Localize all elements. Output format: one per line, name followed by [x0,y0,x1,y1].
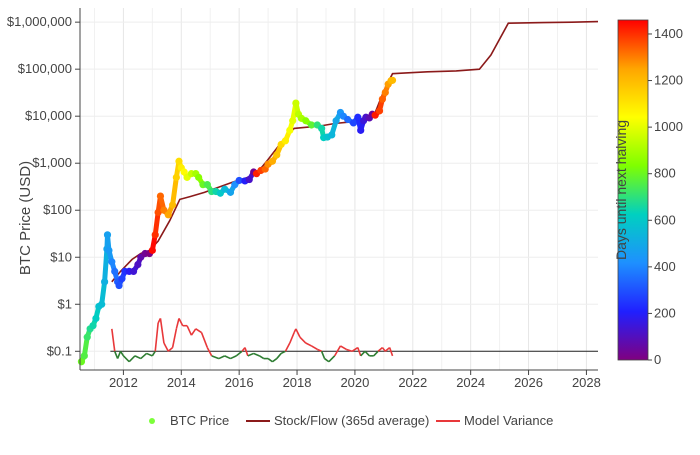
model-variance-segment [196,329,202,333]
model-variance-segment [129,356,135,362]
legend-swatch-dot [149,418,155,424]
y-tick-label: $100,000 [18,61,72,76]
colorbar-tick-label: 1200 [654,73,683,88]
colorbar-tick-label: 400 [654,259,676,274]
model-variance-segment [135,356,141,359]
x-tick-label: 2018 [283,375,312,390]
model-variance-segment [202,333,208,348]
x-tick-label: 2024 [456,375,485,390]
colorbar-tick-label: 200 [654,305,676,320]
model-variance-segment [322,351,325,358]
model-variance-segment [191,329,195,335]
model-variance-line [112,318,393,361]
legend[interactable]: BTC Price Stock/Flow (365d average) Model … [149,413,553,428]
model-variance-segment [277,353,281,358]
colorbar: 0 200 400 600 800 1000 1200 1400 Days until next… [613,20,683,367]
y-tick-label: $0.1 [47,343,72,358]
model-variance-segment [296,329,300,337]
y-tick-label: $10 [50,249,72,264]
model-variance-segment [254,353,260,355]
model-variance-segment [312,346,318,349]
x-tick-label: 2020 [340,375,369,390]
model-variance-segment [365,351,369,356]
x-tick-label: 2014 [167,375,196,390]
y-axis-label: BTC Price (USD) [17,161,34,275]
model-variance-segment [160,318,163,343]
model-variance-segment [115,351,118,358]
model-variance-segment [290,333,294,343]
y-tick-label: $100 [43,202,72,217]
x-tick-label: 2012 [109,375,138,390]
model-variance-segment [187,326,191,335]
legend-item[interactable]: Stock/Flow (365d average) [246,413,429,428]
model-variance-segment [219,356,225,359]
y-tick-label: $1 [58,296,72,311]
model-variance-segment [268,359,272,362]
model-variance-segment [329,356,335,362]
model-variance-segment [248,353,254,355]
x-tick-label: 2028 [572,375,601,390]
model-variance-segment [141,353,147,358]
model-variance-segment [325,359,329,362]
legend-label: BTC Price [170,413,229,428]
y-tick-label: $1,000 [32,155,72,170]
colorbar-tick-label: 800 [654,166,676,181]
model-variance-segment [112,329,115,351]
grid-lines [80,8,598,370]
model-variance-segment [374,351,378,356]
model-variance-segment [155,323,158,351]
x-tick-label: 2022 [398,375,427,390]
legend-label: Stock/Flow (365d average) [274,413,429,428]
model-variance-segment [168,348,172,352]
model-variance-segment [378,348,382,352]
plot-area [78,22,598,366]
model-variance-segment [176,318,179,328]
model-variance-segment [340,346,346,349]
colorbar-tick-label: 0 [654,352,661,367]
model-variance-segment [173,329,177,348]
btc-price-trail [173,177,177,205]
btc-price-trail [105,249,107,282]
btc-price-point [389,77,396,84]
legend-item[interactable]: BTC Price [149,413,229,428]
model-variance-segment [164,343,168,351]
colorbar-tick-label: 600 [654,212,676,227]
model-variance-segment [259,356,263,359]
model-variance-segment [285,343,289,351]
model-variance-segment [118,351,121,358]
y-tick-label: $10,000 [25,108,72,123]
x-axis: 2012 2014 2016 2018 2020 2022 2024 2026 2028 [80,370,601,390]
model-variance-segment [212,356,219,359]
model-variance-segment [123,356,129,362]
legend-label: Model Variance [464,413,553,428]
btc-price-points [78,77,396,366]
x-tick-label: 2026 [514,375,543,390]
model-variance-segment [272,359,276,362]
model-variance-segment [300,337,306,343]
model-variance-segment [230,356,236,359]
x-tick-label: 2016 [225,375,254,390]
legend-item[interactable]: Model Variance [436,413,553,428]
model-variance-segment [306,343,312,346]
colorbar-tick-label: 1400 [654,26,683,41]
colorbar-tick-label: 1000 [654,119,683,134]
model-variance-segment [225,356,231,359]
y-tick-label: $1,000,000 [7,14,72,29]
model-variance-segment [361,351,365,356]
colorbar-label: Days until next halving [613,120,629,260]
model-variance-segment [147,353,153,355]
